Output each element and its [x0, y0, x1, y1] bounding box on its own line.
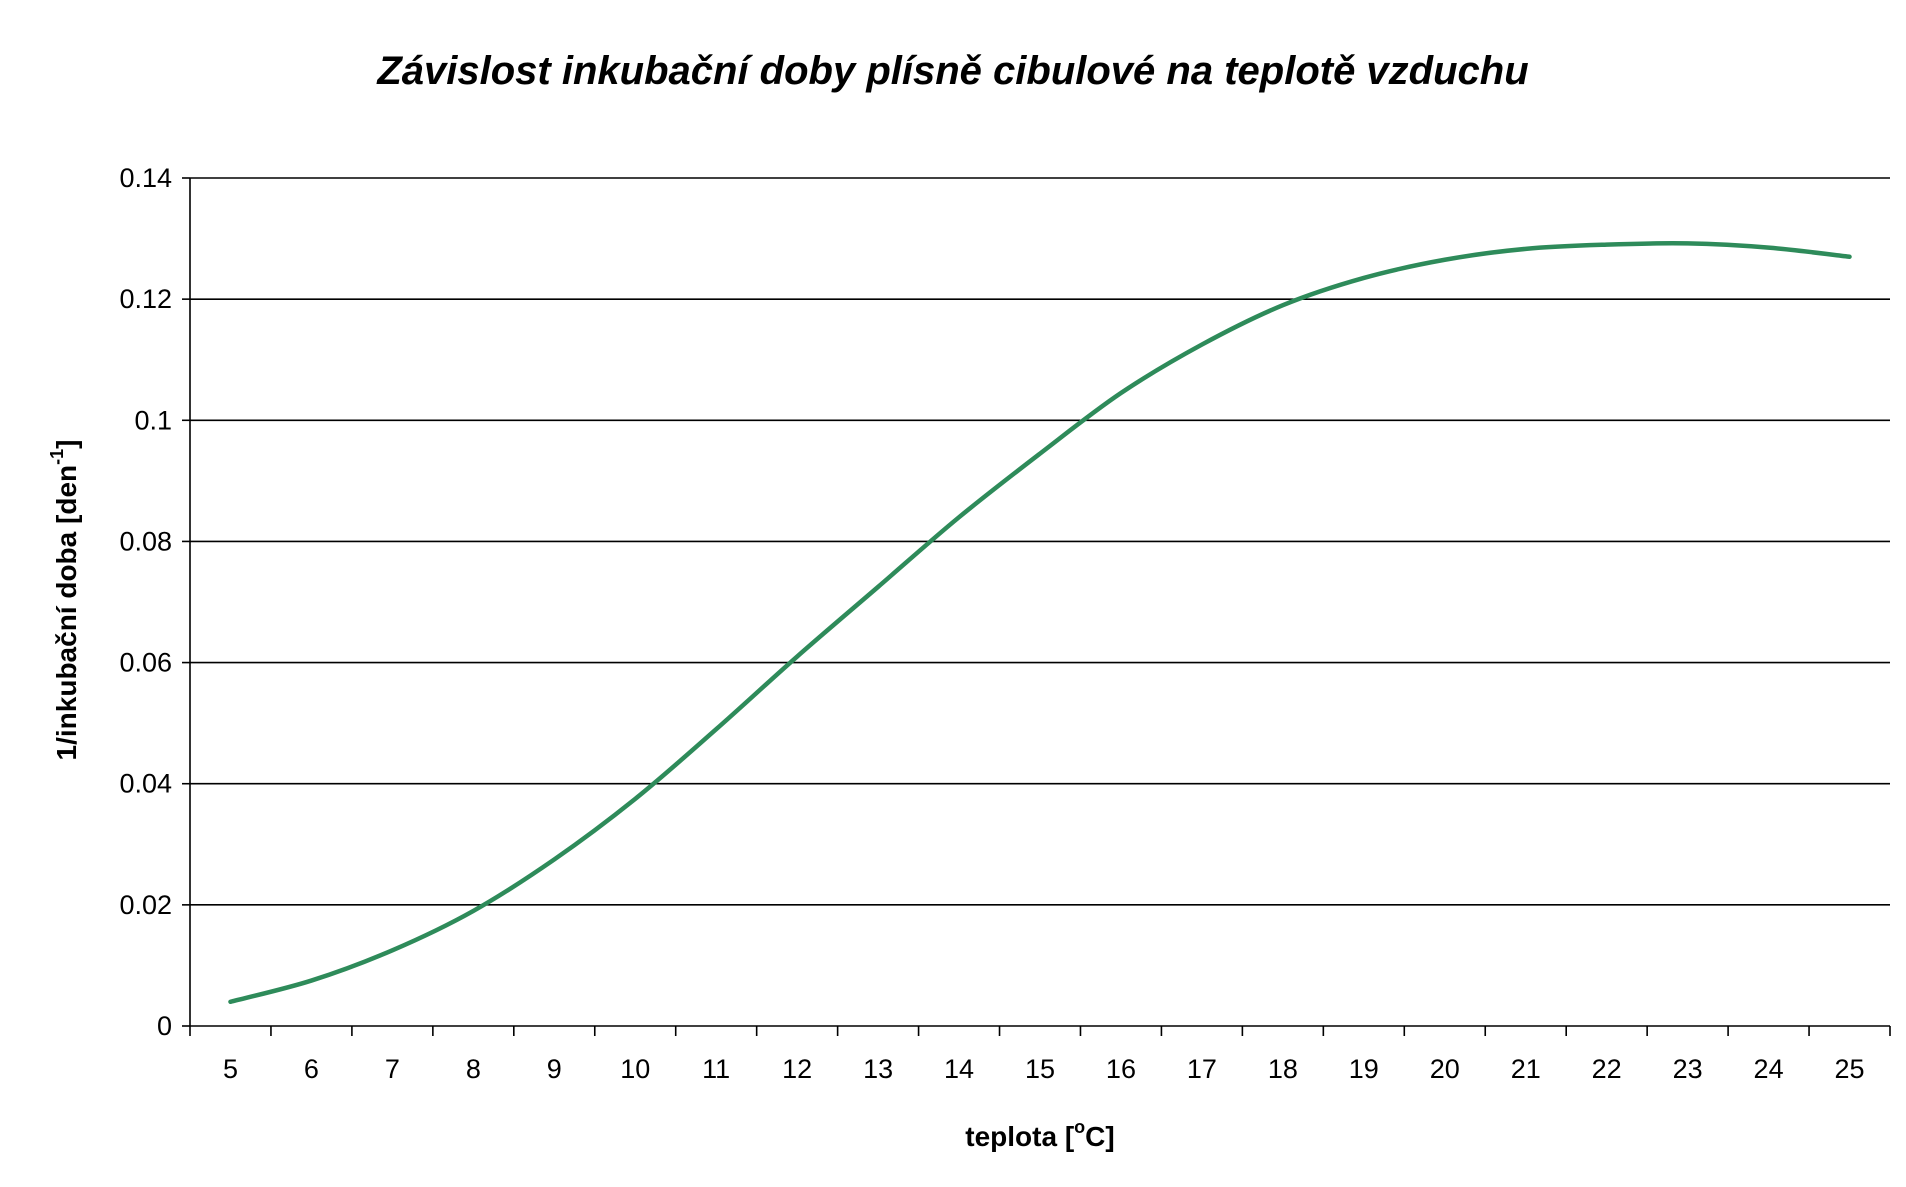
x-tick-label: 17: [1187, 1054, 1217, 1084]
y-tick-label: 0.14: [119, 163, 172, 193]
y-axis-label-superscript: -1: [47, 449, 67, 465]
x-ticks: 5 6 7 8 9 10 11 12 13 14 15 16 17 18 19 20 21 22 23 24 25: [189, 1026, 1891, 1084]
x-tick-label: 14: [944, 1054, 974, 1084]
x-tick-label: 22: [1592, 1054, 1622, 1084]
x-tick-label: 24: [1754, 1054, 1784, 1084]
gridlines: [190, 177, 1890, 906]
x-tick-label: 20: [1430, 1054, 1460, 1084]
x-tick-label: 16: [1106, 1054, 1136, 1084]
y-tick-label: 0.1: [134, 405, 172, 435]
x-tick-label: 23: [1673, 1054, 1703, 1084]
x-tick-label: 5: [223, 1054, 238, 1084]
y-tick-label: 0.08: [119, 526, 172, 556]
x-tick-label: 8: [466, 1054, 481, 1084]
x-axis-label-end: C]: [1085, 1121, 1115, 1152]
y-axis-label: 1/inkubační doba [den-1]: [47, 440, 82, 761]
axes: [189, 178, 1890, 1027]
x-tick-label: 18: [1268, 1054, 1298, 1084]
y-tick-label: 0.12: [119, 284, 172, 314]
x-tick-label: 11: [702, 1054, 730, 1084]
series-line: [228, 241, 1852, 1005]
series: [228, 241, 1852, 1005]
x-tick-label: 9: [547, 1054, 562, 1084]
x-tick-label: 13: [863, 1054, 893, 1084]
y-tick-label: 0: [157, 1011, 172, 1041]
y-tick-label: 0.04: [119, 769, 172, 799]
x-axis-label: teplota [oC]: [965, 1117, 1114, 1152]
x-tick-label: 7: [385, 1054, 400, 1084]
y-tick-label: 0.02: [119, 890, 172, 920]
x-tick-label: 6: [304, 1054, 319, 1084]
x-tick-label: 12: [782, 1054, 812, 1084]
x-tick-label: 19: [1349, 1054, 1379, 1084]
chart-title: Závislost inkubační doby plísně cibulové…: [376, 49, 1528, 93]
y-axis-label-end: ]: [51, 440, 82, 449]
x-axis-label-main: teplota [: [965, 1121, 1074, 1152]
y-tick-label: 0.06: [119, 648, 172, 678]
x-axis-label-superscript: o: [1074, 1117, 1085, 1137]
x-tick-label: 25: [1835, 1054, 1865, 1084]
y-axis-label-main: 1/inkubační doba [den: [51, 465, 82, 761]
x-tick-label: 10: [620, 1054, 650, 1084]
x-tick-label: 15: [1025, 1054, 1055, 1084]
y-ticks: 0 0.02 0.04 0.06 0.08 0.1 0.12 0.14: [119, 163, 190, 1041]
x-tick-label: 21: [1511, 1054, 1541, 1084]
